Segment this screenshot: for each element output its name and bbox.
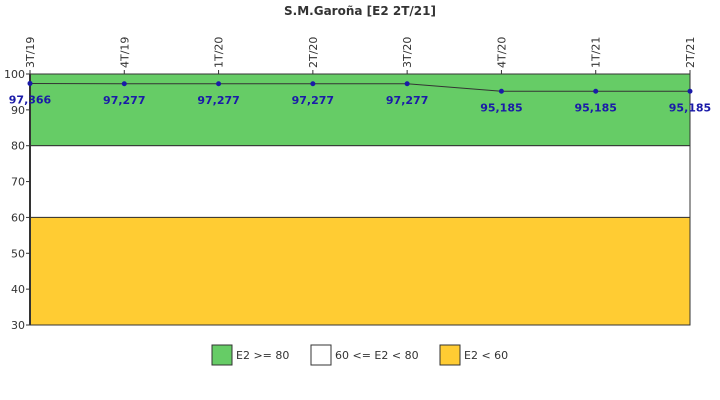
data-label: 97,277 — [386, 94, 428, 107]
data-point — [498, 88, 504, 94]
y-tick-label: 60 — [11, 211, 25, 224]
legend-label: E2 < 60 — [464, 349, 508, 362]
y-tick-label: 80 — [11, 140, 25, 153]
data-point — [404, 81, 410, 87]
data-label: 97,277 — [197, 94, 239, 107]
x-tick-label: 2T/21 — [684, 37, 697, 68]
data-point — [216, 81, 222, 87]
band-0 — [29, 73, 691, 147]
data-point — [310, 81, 316, 87]
data-point — [687, 88, 693, 94]
legend-swatch — [439, 344, 461, 366]
y-tick-label: 30 — [11, 319, 25, 332]
data-point — [27, 80, 33, 86]
legend-swatch — [211, 344, 233, 366]
x-tick-label: 3T/19 — [24, 37, 37, 68]
series — [27, 80, 693, 94]
x-axis: 3T/19 4T/19 1T/20 2T/20 3T/20 4T/20 1T/21 2T/21 — [24, 37, 697, 74]
series-line — [29, 82, 690, 92]
y-axis: 30 40 50 60 70 80 90 100 — [4, 68, 30, 332]
band-1 — [29, 145, 691, 218]
data-label: 97,277 — [103, 94, 145, 107]
data-point — [593, 88, 599, 94]
legend-swatch — [310, 344, 332, 366]
data-label: 95,185 — [669, 101, 711, 114]
data-label: 97,366 — [9, 93, 52, 106]
legend: E2 >= 80 60 <= E2 < 80 E2 < 60 — [211, 344, 508, 366]
x-tick-label: 4T/20 — [495, 37, 508, 68]
y-tick-label: 40 — [11, 283, 25, 296]
data-point — [121, 81, 127, 87]
y-tick-label: 90 — [11, 104, 25, 117]
legend-label: 60 <= E2 < 80 — [335, 349, 419, 362]
x-tick-label: 2T/20 — [307, 37, 320, 68]
threshold-bands — [29, 73, 691, 326]
data-label: 95,185 — [574, 101, 616, 114]
band-2 — [29, 216, 691, 326]
y-tick-label: 70 — [11, 176, 25, 189]
y-tick-label: 100 — [4, 68, 25, 81]
x-tick-label: 3T/20 — [401, 37, 414, 68]
x-tick-label: 4T/19 — [118, 37, 131, 68]
x-tick-label: 1T/21 — [590, 37, 603, 68]
y-tick-label: 50 — [11, 247, 25, 260]
data-label: 97,277 — [292, 94, 334, 107]
data-label: 95,185 — [480, 101, 522, 114]
plot-frame — [29, 73, 691, 326]
legend-label: E2 >= 80 — [236, 349, 289, 362]
chart-title: S.M.Garoña [E2 2T/21] — [284, 4, 436, 18]
x-tick-label: 1T/20 — [213, 37, 226, 68]
data-labels: 97,366 97,277 97,277 97,277 97,277 95,185 95,1… — [9, 93, 711, 114]
